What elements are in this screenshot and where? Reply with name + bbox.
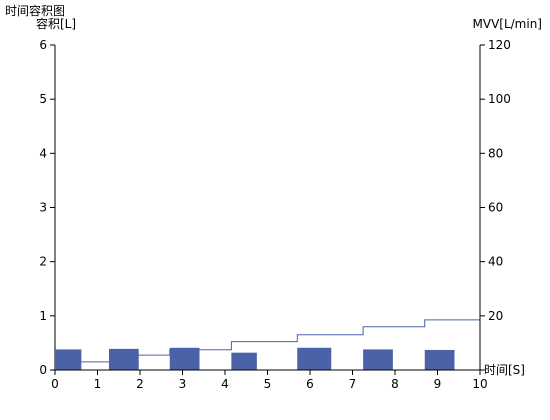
volume-bar-6	[363, 349, 393, 370]
mvv-line	[80, 319, 480, 363]
volume-bar-1	[55, 349, 82, 370]
y2-tick-label-120: 120	[488, 38, 511, 52]
x-tick-label-1: 1	[94, 377, 102, 391]
y2-tick-label-100: 100	[488, 92, 511, 106]
y-tick-label-6: 6	[39, 38, 47, 52]
volume-bar-4	[231, 352, 257, 370]
x-axis-title: 时间[S]	[484, 363, 525, 377]
y-tick-label-0: 0	[39, 363, 47, 377]
page-title: 时间容积图	[5, 3, 65, 18]
x-tick-label-6: 6	[306, 377, 314, 391]
y-tick-label-1: 1	[39, 309, 47, 323]
volume-bar-5	[297, 347, 332, 370]
x-tick-label-4: 4	[221, 377, 229, 391]
x-tick-label-7: 7	[349, 377, 357, 391]
y-tick-label-2: 2	[39, 255, 47, 269]
x-tick-label-3: 3	[179, 377, 187, 391]
y2-tick-label-40: 40	[488, 255, 503, 269]
y-tick-label-3: 3	[39, 201, 47, 215]
x-tick-label-0: 0	[51, 377, 59, 391]
y2-axis-title: MVV[L/min]	[473, 17, 543, 31]
x-tick-label-9: 9	[434, 377, 442, 391]
x-tick-label-2: 2	[136, 377, 144, 391]
y2-tick-label-60: 60	[488, 201, 503, 215]
mvv-series	[80, 319, 480, 363]
y2-tick-label-20: 20	[488, 309, 503, 323]
volume-bar-7	[424, 349, 455, 370]
x-tick-label-5: 5	[264, 377, 272, 391]
bar-series	[55, 347, 455, 370]
volume-bar-3	[169, 347, 200, 370]
y2-tick-label-80: 80	[488, 146, 503, 160]
y-tick-label-4: 4	[39, 146, 47, 160]
x-tick-label-8: 8	[391, 377, 399, 391]
y-axis-title: 容积[L]	[36, 16, 76, 31]
x-tick-label-10: 10	[472, 377, 487, 391]
volume-bar-2	[108, 348, 139, 370]
y-tick-label-5: 5	[39, 92, 47, 106]
